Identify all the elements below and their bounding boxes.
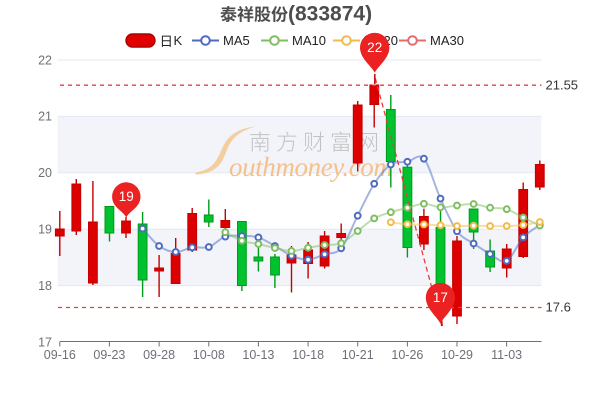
svg-text:09-23: 09-23 — [93, 348, 125, 362]
svg-text:17.6: 17.6 — [546, 299, 571, 314]
svg-text:09-16: 09-16 — [44, 348, 76, 362]
svg-text:10-18: 10-18 — [292, 348, 324, 362]
svg-text:18: 18 — [38, 279, 52, 293]
svg-text:19: 19 — [119, 189, 134, 204]
svg-text:(833874): (833874) — [288, 3, 372, 26]
svg-text:10-08: 10-08 — [193, 348, 225, 362]
svg-text:K: K — [174, 33, 183, 48]
svg-text:21.55: 21.55 — [546, 77, 579, 92]
svg-text:20: 20 — [38, 166, 52, 180]
svg-text:17: 17 — [38, 335, 52, 349]
svg-text:22: 22 — [38, 53, 52, 67]
svg-text:MA5: MA5 — [223, 33, 250, 48]
svg-text:09-28: 09-28 — [143, 348, 175, 362]
svg-text:19: 19 — [38, 223, 52, 237]
svg-text:21: 21 — [38, 110, 52, 124]
svg-text:10-21: 10-21 — [342, 348, 374, 362]
svg-text:17: 17 — [433, 290, 448, 305]
svg-text:outhmoney.com: outhmoney.com — [229, 152, 393, 182]
svg-text:10-13: 10-13 — [242, 348, 274, 362]
svg-text:10-26: 10-26 — [391, 348, 423, 362]
svg-text:MA30: MA30 — [430, 33, 464, 48]
svg-text:11-03: 11-03 — [491, 348, 522, 362]
svg-text:MA10: MA10 — [292, 33, 326, 48]
svg-text:10-29: 10-29 — [441, 348, 473, 362]
svg-text:22: 22 — [367, 40, 382, 55]
